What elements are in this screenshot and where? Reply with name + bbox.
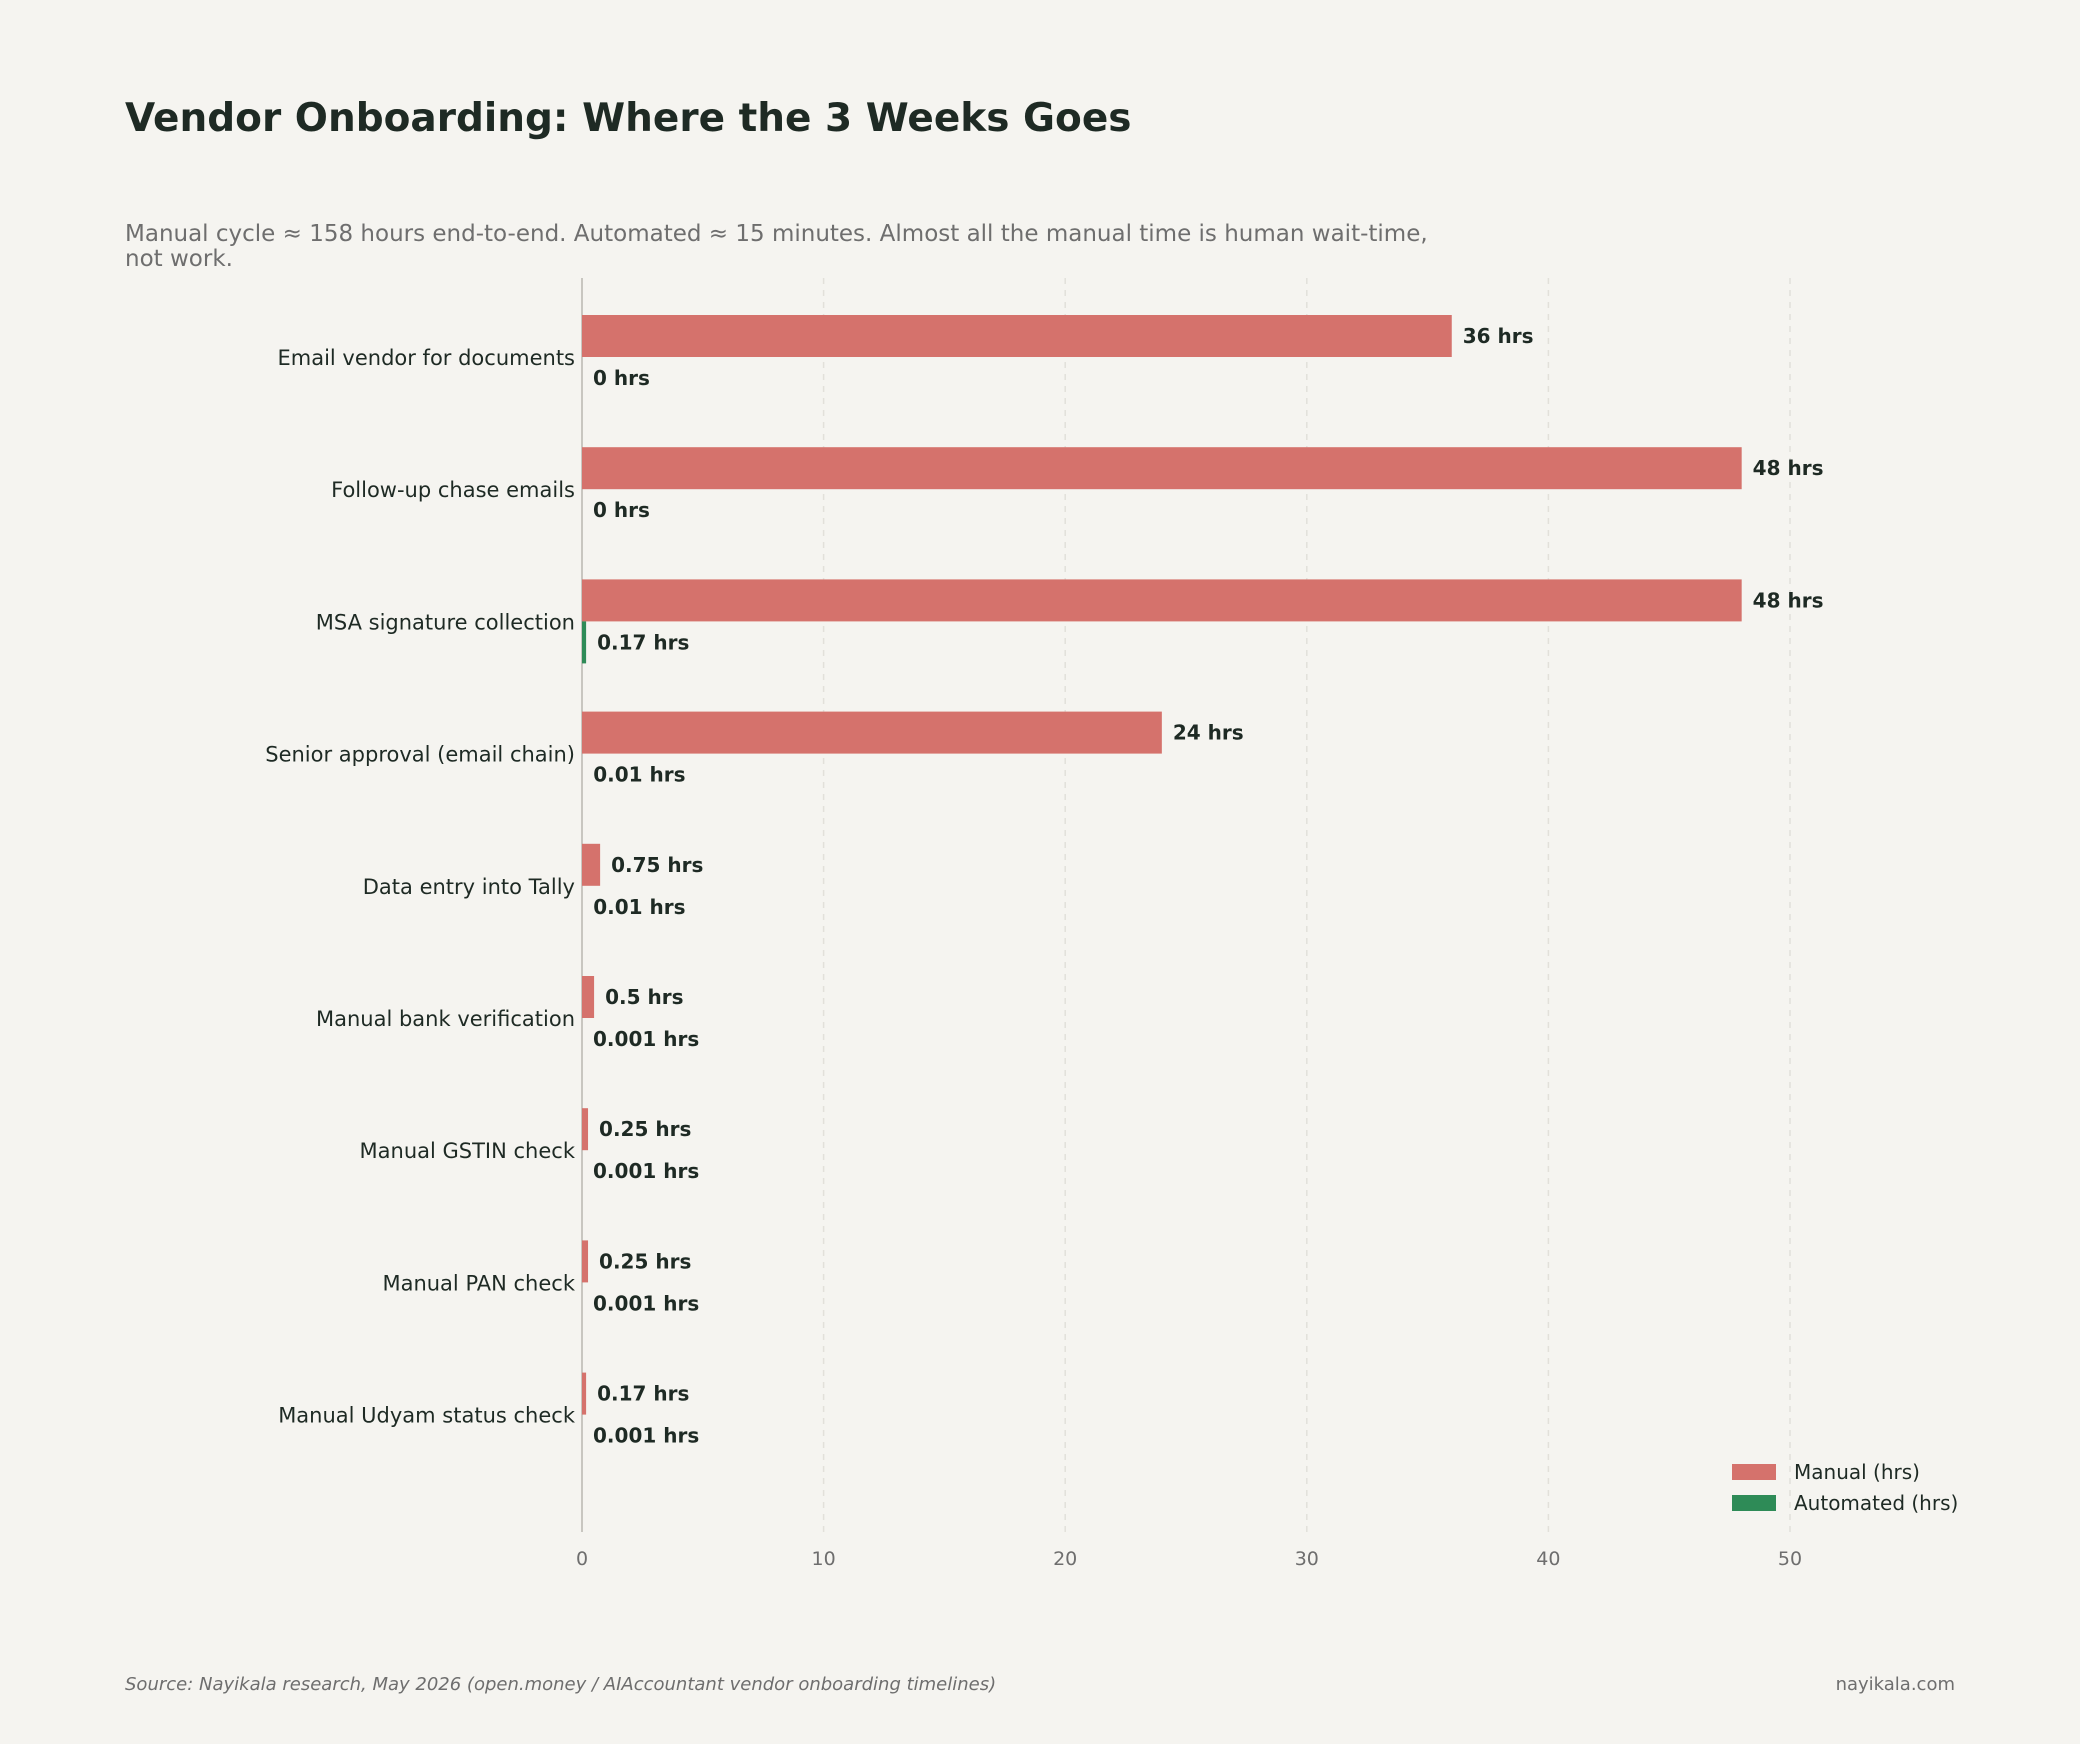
manual-value-label: 0.17 hrs <box>597 1382 689 1406</box>
automated-value-label: 0.01 hrs <box>593 895 685 919</box>
legend-swatch-manual <box>1732 1464 1776 1480</box>
x-tick-label: 50 <box>1778 1548 1802 1570</box>
chart-subtitle: Manual cycle ≈ 158 hours end-to-end. Aut… <box>125 221 1428 272</box>
category-label: Data entry into Tally <box>363 875 575 899</box>
x-tick-label: 10 <box>812 1548 836 1570</box>
x-tick-label: 20 <box>1053 1548 1077 1570</box>
manual-value-label: 48 hrs <box>1753 456 1824 480</box>
manual-bar <box>582 579 1742 622</box>
manual-bar <box>582 1240 589 1283</box>
category-label: Manual PAN check <box>382 1271 575 1295</box>
category-label: MSA signature collection <box>316 610 575 634</box>
manual-value-label: 0.25 hrs <box>599 1117 691 1141</box>
legend-label-manual: Manual (hrs) <box>1794 1460 1920 1484</box>
category-label: Manual bank verification <box>316 1007 575 1031</box>
automated-value-label: 0.001 hrs <box>593 1424 699 1448</box>
x-tick-label: 0 <box>576 1548 588 1570</box>
site-credit: nayikala.com <box>1835 1674 1955 1695</box>
legend-label-automated: Automated (hrs) <box>1794 1491 1958 1515</box>
manual-value-label: 0.25 hrs <box>599 1249 691 1273</box>
manual-value-label: 0.5 hrs <box>605 985 683 1009</box>
manual-value-label: 0.75 hrs <box>611 853 703 877</box>
automated-value-label: 0.001 hrs <box>593 1027 699 1051</box>
chart-title: Vendor Onboarding: Where the 3 Weeks Goe… <box>125 96 1132 141</box>
manual-bar <box>582 976 595 1018</box>
category-label: Follow-up chase emails <box>331 478 575 502</box>
manual-bar <box>582 711 1162 754</box>
legend-swatch-automated <box>1732 1495 1776 1511</box>
manual-bar <box>582 1372 587 1415</box>
manual-bar <box>582 843 601 886</box>
automated-value-label: 0.01 hrs <box>593 763 685 787</box>
x-tick-label: 40 <box>1536 1548 1560 1570</box>
category-label: Senior approval (email chain) <box>265 743 575 767</box>
category-label: Manual Udyam status check <box>278 1404 576 1428</box>
automated-value-label: 0.17 hrs <box>597 630 689 654</box>
manual-value-label: 24 hrs <box>1173 721 1244 745</box>
automated-bar <box>582 621 587 664</box>
manual-value-label: 48 hrs <box>1753 588 1824 612</box>
manual-bar <box>582 1108 589 1151</box>
manual-bar <box>582 447 1742 490</box>
automated-value-label: 0.001 hrs <box>593 1291 699 1315</box>
automated-value-label: 0.001 hrs <box>593 1159 699 1183</box>
x-tick-label: 30 <box>1295 1548 1319 1570</box>
category-label: Email vendor for documents <box>277 346 575 370</box>
source-note: Source: Nayikala research, May 2026 (ope… <box>125 1674 997 1695</box>
manual-bar <box>582 315 1452 357</box>
automated-value-label: 0 hrs <box>593 366 650 390</box>
category-label: Manual GSTIN check <box>360 1139 576 1163</box>
manual-value-label: 36 hrs <box>1463 324 1534 348</box>
automated-value-label: 0 hrs <box>593 498 650 522</box>
